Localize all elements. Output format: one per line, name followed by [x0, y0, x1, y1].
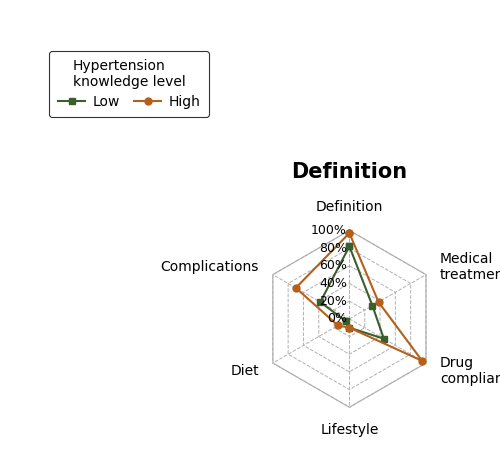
- Text: Definition: Definition: [292, 162, 408, 182]
- Text: 20%: 20%: [319, 295, 347, 308]
- Text: 100%: 100%: [311, 224, 347, 237]
- Text: 40%: 40%: [319, 277, 347, 290]
- Text: 60%: 60%: [319, 259, 347, 272]
- Legend: Low, High: Low, High: [50, 51, 208, 117]
- Text: 0%: 0%: [327, 312, 347, 326]
- Text: Complications: Complications: [160, 260, 259, 274]
- Text: Drug
compliance: Drug compliance: [440, 356, 500, 386]
- Text: Definition: Definition: [316, 201, 383, 214]
- Text: Lifestyle: Lifestyle: [320, 423, 378, 437]
- Text: Diet: Diet: [230, 364, 259, 378]
- Text: 80%: 80%: [319, 242, 347, 255]
- Text: Medical
treatment: Medical treatment: [440, 252, 500, 282]
